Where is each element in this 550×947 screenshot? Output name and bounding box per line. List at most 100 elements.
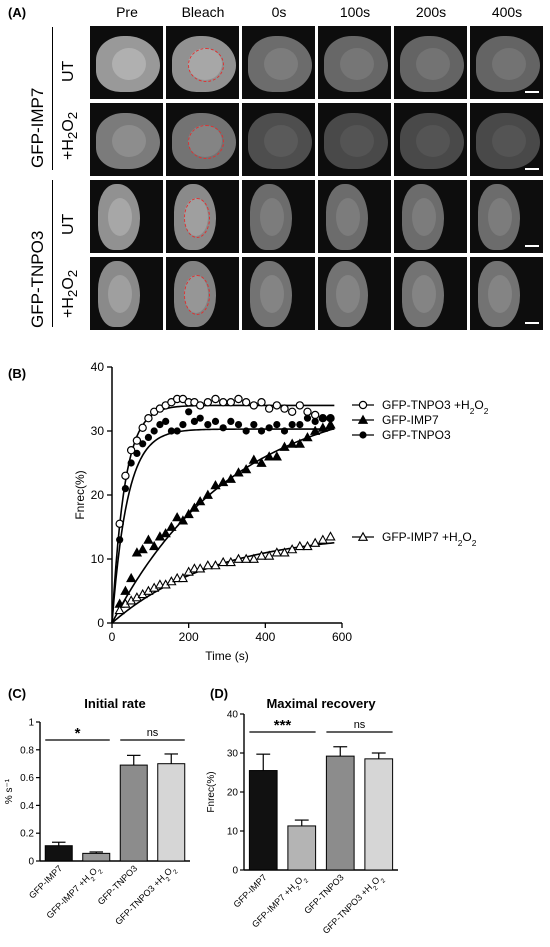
y-axis-label: Fnrec(%) xyxy=(73,470,87,519)
microscopy-image xyxy=(90,257,163,330)
nucleus xyxy=(108,198,132,236)
data-point xyxy=(219,424,227,432)
microscopy-image xyxy=(470,257,543,330)
column-title: 0s xyxy=(271,4,287,20)
data-point xyxy=(241,464,252,474)
data-point xyxy=(195,496,206,506)
nucleus xyxy=(340,125,374,157)
significance-label: ns xyxy=(147,727,159,739)
data-point xyxy=(249,401,259,410)
data-point xyxy=(303,407,312,417)
nucleus xyxy=(416,125,450,157)
nucleus xyxy=(336,198,360,236)
group-label-tnpo3: GFP-TNPO3 xyxy=(28,230,47,328)
microscopy-image xyxy=(318,180,391,253)
nucleus xyxy=(260,275,284,313)
nucleus xyxy=(340,48,374,80)
row-label-h2o2: +H2O2 xyxy=(60,111,81,160)
data-point xyxy=(179,421,187,429)
row-label-h2o2: +H2O2 xyxy=(60,269,81,318)
group-bracket xyxy=(52,180,53,327)
bleach-roi xyxy=(184,198,210,238)
y-tick-label: 40 xyxy=(91,360,105,374)
data-point xyxy=(326,414,335,422)
data-point xyxy=(166,521,177,531)
microscopy-image xyxy=(394,180,467,253)
nucleus xyxy=(488,275,512,313)
data-point xyxy=(271,451,282,461)
column-title: Bleach xyxy=(181,4,225,20)
data-point xyxy=(120,585,131,595)
bar xyxy=(364,758,394,871)
data-point xyxy=(139,440,147,448)
category-label: GFP-IMP7 xyxy=(232,872,269,909)
data-point xyxy=(311,417,319,425)
data-point xyxy=(264,404,274,413)
data-point xyxy=(127,459,135,467)
microscopy-image xyxy=(90,180,163,253)
y-tick-label: 1 xyxy=(28,718,34,729)
data-point xyxy=(149,540,160,551)
data-point xyxy=(114,604,125,615)
microscopy-image xyxy=(394,103,467,176)
nucleus xyxy=(108,275,132,313)
data-point xyxy=(303,414,312,422)
bleach-roi xyxy=(188,125,224,159)
y-tick-label: 30 xyxy=(91,424,105,438)
data-point xyxy=(162,417,170,425)
data-point xyxy=(173,427,181,435)
data-point xyxy=(225,556,236,567)
microscopy-image xyxy=(318,26,391,99)
data-point xyxy=(310,425,321,435)
data-point xyxy=(211,394,220,404)
data-point xyxy=(287,407,297,417)
data-point xyxy=(325,531,336,541)
microscopy-image xyxy=(242,103,315,176)
data-point xyxy=(195,563,206,573)
x-tick-label: 200 xyxy=(179,630,199,644)
data-point xyxy=(144,433,153,441)
chart-title: Maximal recovery xyxy=(266,696,376,711)
data-point xyxy=(185,408,193,416)
significance-label: ns xyxy=(354,719,366,731)
y-tick-label: 20 xyxy=(227,788,239,799)
bleach-roi xyxy=(188,48,224,82)
microscopy-image xyxy=(318,103,391,176)
data-point xyxy=(190,417,199,425)
microscopy-image xyxy=(242,26,315,99)
microscopy-image xyxy=(470,26,543,99)
data-point xyxy=(177,572,189,583)
bar xyxy=(44,845,73,862)
panel-c-label: (C) xyxy=(8,686,27,701)
data-point xyxy=(295,401,305,410)
bar xyxy=(325,755,355,871)
nucleus xyxy=(264,125,298,157)
column-title: 200s xyxy=(415,4,447,20)
data-point xyxy=(357,531,369,541)
data-point xyxy=(233,467,244,477)
data-point xyxy=(264,451,275,461)
data-point xyxy=(225,473,236,483)
data-point xyxy=(257,427,266,435)
data-point xyxy=(256,457,267,467)
data-point xyxy=(167,427,176,435)
data-point xyxy=(271,547,282,557)
microscopy-image xyxy=(166,180,239,253)
data-point xyxy=(204,421,212,429)
microscopy-image xyxy=(166,257,239,330)
microscopy-image xyxy=(394,26,467,99)
group-label-imp7: GFP-IMP7 xyxy=(28,87,47,168)
data-point xyxy=(177,515,189,525)
legend-label: GFP-IMP7 xyxy=(382,413,439,427)
panel-b-label: (B) xyxy=(8,366,27,381)
chart-title: Initial rate xyxy=(84,696,145,711)
data-point xyxy=(195,401,205,410)
data-point xyxy=(116,536,124,544)
scale-bar xyxy=(525,322,539,324)
data-point xyxy=(211,417,220,425)
data-point xyxy=(233,553,244,563)
data-point xyxy=(287,438,298,448)
nucleus xyxy=(112,48,146,80)
data-point xyxy=(156,421,164,429)
